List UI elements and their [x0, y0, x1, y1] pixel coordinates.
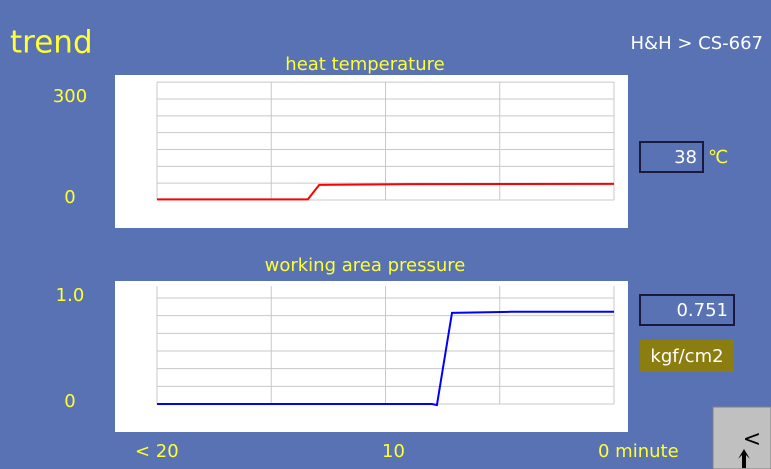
y-tick-label: 0 — [64, 391, 75, 412]
readout-unit: kgf/cm2 — [650, 346, 723, 367]
chart-title: working area pressure — [265, 255, 466, 276]
x-tick-label: 10 — [382, 441, 405, 462]
breadcrumb: H&H > CS-667 — [631, 33, 763, 54]
x-tick-label: < 20 — [135, 441, 179, 462]
cursor — [738, 449, 750, 468]
y-tick-label: 300 — [53, 86, 87, 107]
readout-unit: ℃ — [708, 147, 728, 168]
readout-box — [639, 294, 735, 326]
data-line — [157, 182, 615, 201]
y-tick-label: 0 — [64, 187, 75, 208]
readout-value: 0.751 — [676, 300, 728, 321]
y-tick-label: 1.0 — [56, 285, 85, 306]
chart-panel — [115, 75, 628, 228]
unit-badge — [640, 340, 734, 372]
data-line — [157, 310, 614, 407]
button-label[interactable]: < — [743, 427, 761, 452]
readout-value: 38 — [674, 147, 697, 168]
back-button[interactable]: < — [712, 406, 771, 469]
x-tick-label: 0 minute — [598, 441, 679, 462]
chart-panel — [115, 281, 628, 432]
page-title: trend — [10, 25, 93, 61]
readout-box — [639, 141, 704, 173]
chart-title: heat temperature — [285, 54, 444, 75]
